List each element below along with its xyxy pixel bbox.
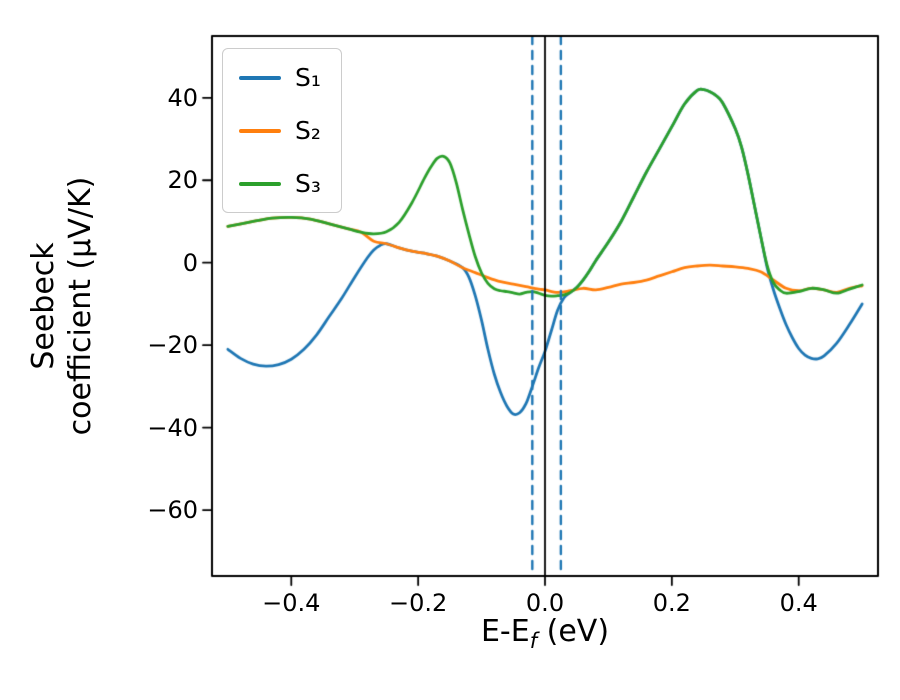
y-tick-label: 20 bbox=[167, 166, 198, 195]
legend: S₁ S₂ S₃ bbox=[222, 48, 342, 213]
y-tick-label: 40 bbox=[167, 83, 198, 112]
y-axis-label: Seebeck coefficient (μV/K) bbox=[25, 177, 99, 436]
y-tick-label: −40 bbox=[147, 413, 198, 442]
legend-entry-label: S₁ bbox=[295, 63, 321, 92]
x-tick-label: −0.4 bbox=[262, 589, 321, 617]
x-tick-label: 0.2 bbox=[652, 589, 691, 617]
legend-entry-label: S₂ bbox=[295, 116, 321, 145]
x-axis-label-sub: f bbox=[529, 629, 538, 653]
legend-line-sample bbox=[239, 75, 281, 80]
x-axis-label-unit: (eV) bbox=[537, 614, 610, 649]
x-tick-label: 0.0 bbox=[525, 589, 565, 617]
x-tick-label: 0.4 bbox=[779, 589, 818, 617]
y-tick-label: 0 bbox=[182, 248, 198, 277]
legend-line-sample bbox=[239, 181, 281, 186]
legend-entry-label: S₃ bbox=[295, 169, 321, 198]
x-tick-label: −0.2 bbox=[389, 589, 448, 617]
y-tick-label: −60 bbox=[147, 496, 198, 525]
legend-entry: S₂ bbox=[239, 116, 321, 145]
y-axis-label-line1: Seebeck bbox=[26, 242, 61, 370]
legend-entry: S₁ bbox=[239, 63, 321, 92]
y-tick-label: −20 bbox=[147, 331, 198, 360]
legend-entry: S₃ bbox=[239, 169, 321, 198]
legend-line-sample bbox=[239, 128, 281, 133]
x-axis-label: E-Ef (eV) bbox=[481, 614, 609, 653]
x-axis-label-main: E-E bbox=[480, 614, 530, 649]
y-axis-label-line2: coefficient (μV/K) bbox=[63, 176, 98, 436]
